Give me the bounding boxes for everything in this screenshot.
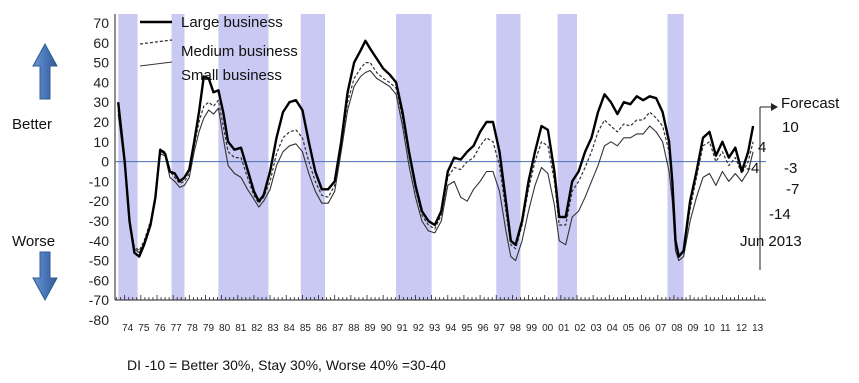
x-tick-label: 11 [720,323,731,334]
legend-label-2: Medium business [181,43,298,60]
x-tick-label: 01 [558,323,570,334]
x-tick-label: 90 [381,323,393,334]
x-tick-label: 13 [752,323,764,334]
recession-band-5 [396,14,432,300]
x-tick-label: 08 [671,323,683,334]
forecast-value-label: -7 [786,181,799,198]
y-tick-label: -50 [89,253,109,269]
jun-2013-label: Jun 2013 [740,233,802,250]
x-tick-label: 05 [623,323,635,334]
y-tick-label: 60 [93,35,109,51]
x-tick-label: 82 [251,323,263,334]
x-tick-label: 76 [154,323,166,334]
y-tick-label: -80 [89,312,109,328]
x-tick-label: 80 [219,323,231,334]
forecast-label: Forecast [781,95,840,112]
x-tick-label: 02 [574,323,586,334]
x-tick-label: 81 [235,323,247,334]
x-tick-label: 91 [397,323,409,334]
x-tick-label: 75 [138,323,150,334]
y-tick-label: -70 [89,292,109,308]
axes: 706050403020100-10-20-30-40-50-60-70-807… [89,14,766,334]
y-tick-label: -10 [89,173,109,189]
forecast-value-label: -4 [746,160,759,177]
y-tick-label: 20 [93,114,109,130]
x-tick-label: 74 [122,323,134,334]
better-label: Better [12,116,53,133]
forecast-annotation: 10 4 -3 -4 -7 -14 [746,103,799,270]
x-tick-label: 95 [461,323,473,334]
worse-label: Worse [12,233,56,250]
recession-band-1 [118,14,138,300]
legend-swatch-2 [139,39,173,45]
footer-note: DI -10 = Better 30%, Stay 30%, Worse 40%… [127,357,446,373]
forecast-arrow-icon [771,103,778,111]
x-tick-label: 12 [736,323,748,334]
x-tick-label: 86 [316,323,328,334]
legend-swatch-3 [139,61,173,67]
x-tick-label: 93 [429,323,441,334]
x-tick-label: 77 [171,323,183,334]
x-tick-label: 97 [494,323,506,334]
x-tick-label: 06 [639,323,651,334]
forecast-value-label: -3 [784,160,797,177]
y-tick-label: -60 [89,272,109,288]
recession-band-8 [667,14,684,300]
x-tick-label: 07 [655,323,667,334]
recession-band-2 [171,14,185,300]
series-lines [117,39,755,262]
x-tick-label: 85 [300,323,312,334]
series-line-small-business [117,69,754,262]
y-tick-label: 70 [93,15,109,31]
forecast-value-label: 4 [758,139,766,156]
y-tick-label: 0 [101,154,109,170]
legend: Large business Medium business Small busin… [139,14,298,84]
x-tick-label: 98 [510,323,522,334]
legend-label-1: Large business [181,14,283,31]
y-tick-label: 40 [93,74,109,90]
x-tick-label: 03 [591,323,603,334]
worse-arrow-icon [32,251,58,302]
x-tick-label: 00 [542,323,554,334]
y-tick-label: 10 [93,134,109,150]
series-line-large-business [117,39,755,258]
y-tick-label: -40 [89,233,109,249]
x-tick-label: 83 [268,323,280,334]
x-tick-label: 87 [332,323,344,334]
forecast-value-label: 10 [782,119,799,136]
x-tick-label: 96 [478,323,490,334]
y-tick-label: -30 [89,213,109,229]
y-tick-label: -20 [89,193,109,209]
series-line-medium-business [117,62,754,258]
recession-bands [118,14,684,300]
x-tick-label: 09 [688,323,700,334]
x-tick-label: 89 [364,323,376,334]
y-tick-label: 30 [93,94,109,110]
x-tick-label: 99 [526,323,538,334]
x-tick-label: 10 [704,323,716,334]
x-tick-label: 04 [607,323,619,334]
x-tick-label: 94 [445,323,457,334]
x-tick-label: 84 [284,323,296,334]
better-arrow-icon [32,42,58,100]
y-tick-label: 50 [93,55,109,71]
x-tick-label: 79 [203,323,215,334]
legend-label-3: Small business [181,67,282,84]
x-tick-label: 78 [187,323,199,334]
x-tick-label: 88 [348,323,360,334]
x-tick-label: 92 [413,323,425,334]
recession-band-7 [557,14,577,300]
forecast-value-label: -14 [769,206,791,223]
